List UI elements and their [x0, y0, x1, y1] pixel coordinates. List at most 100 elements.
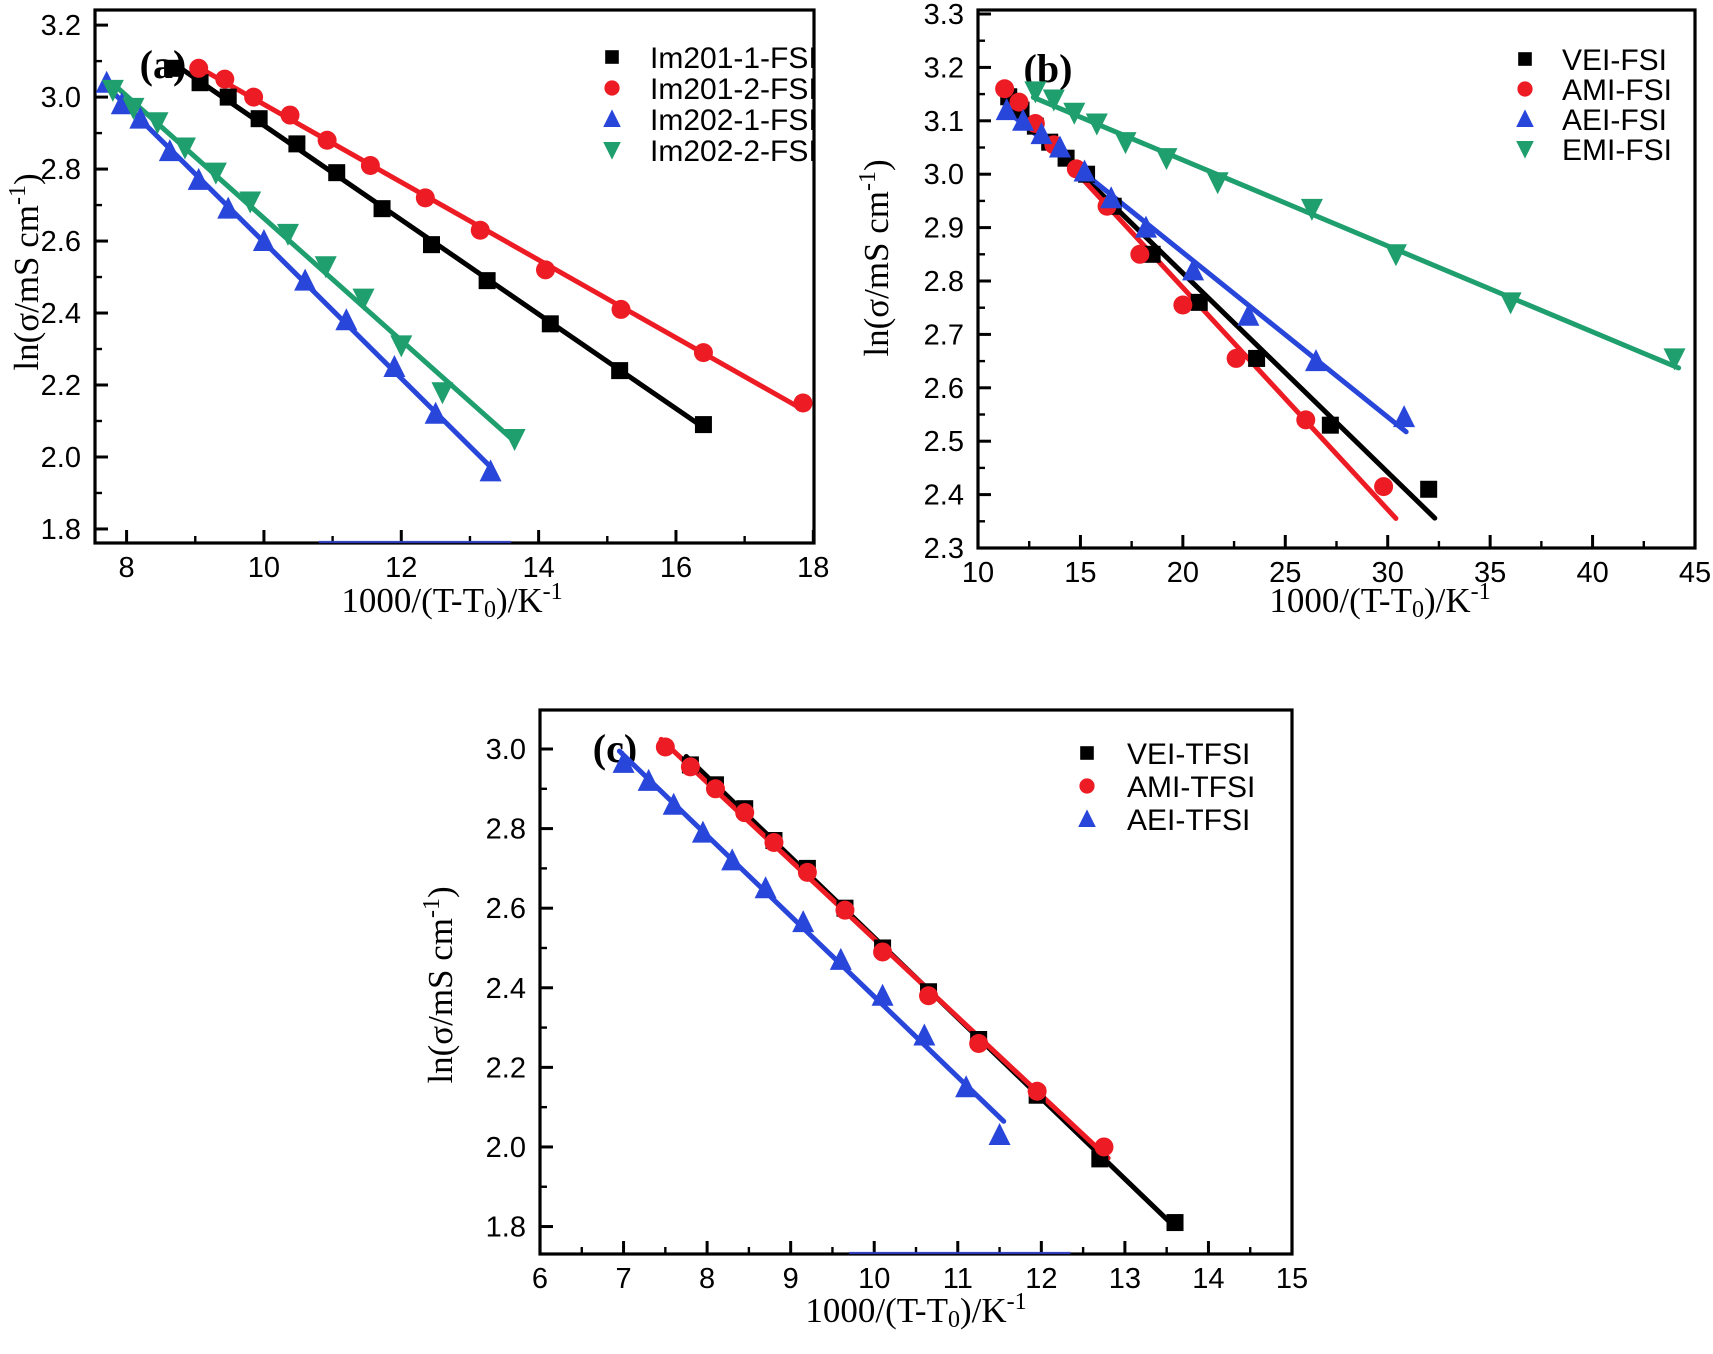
x-tick-label: 14	[1192, 1263, 1224, 1295]
data-point-AMI-TFSI	[797, 862, 817, 882]
data-point-AEI-TFSI	[612, 750, 635, 773]
fit-line-Im202-2-FSI	[110, 81, 518, 444]
data-point-VEI-FSI	[1248, 349, 1266, 367]
panel-b: 10 15 20 25 30 35 40 45 2.3 2.4 2.5 2.6 2.7 2.8 2.9 3.0…	[855, 0, 1711, 623]
data-point-AEI-FSI	[1048, 135, 1071, 158]
legend-label-Im201-1-FSI: Im201-1-FSI	[650, 42, 817, 75]
x-tick-label: 45	[1679, 557, 1711, 589]
x-tick-label: 14	[522, 552, 554, 584]
y-tick-label: 3.2	[924, 52, 964, 84]
data-point-EMI-FSI	[1042, 89, 1065, 112]
data-point-AEI-FSI	[995, 98, 1018, 121]
legend-marker-VEI-TFSI	[1080, 746, 1094, 760]
y-axis-title-a-part: ln(σ/mS cm	[7, 205, 46, 371]
x-tick-label: 35	[1474, 557, 1506, 589]
legend-label-EMI-FSI: EMI-FSI	[1562, 134, 1672, 167]
legend-marker-Im202-1-FSI	[603, 109, 621, 127]
data-point-Im202-2-FSI	[204, 162, 227, 185]
legend-a: Im201-1-FSIIm201-2-FSIIm202-1-FSIIm202-2…	[603, 42, 817, 168]
x-tick-label: 7	[615, 1263, 631, 1295]
legend-marker-AMI-TFSI	[1079, 778, 1095, 794]
data-point-Im201-1-FSI	[373, 200, 391, 218]
y-tick-label: 3.0	[924, 159, 964, 191]
x-axis-title-a-part: -1	[543, 579, 563, 605]
legend-marker-Im202-2-FSI	[603, 142, 621, 160]
series-AMI-TFSI	[655, 737, 1114, 1157]
data-point-AMI-FSI	[995, 79, 1015, 99]
y-tick-label: 2.2	[486, 1052, 526, 1084]
series-Im202-2-FSI	[101, 79, 526, 451]
legend-marker-AMI-FSI	[1517, 81, 1533, 97]
x-axis-title-a-part: )/K	[496, 581, 543, 620]
data-point-AMI-FSI	[1130, 244, 1150, 264]
y-tick-label: 2.6	[924, 373, 964, 405]
x-tick-label: 15	[1064, 557, 1096, 589]
data-point-Im202-2-FSI	[276, 223, 299, 246]
legend-label-AMI-TFSI: AMI-TFSI	[1127, 771, 1255, 804]
series-AEI-FSI	[995, 98, 1416, 428]
data-point-Im202-1-FSI	[479, 459, 502, 482]
y-axis-title-a: ln(σ/mS cm-1)	[5, 173, 46, 370]
data-point-AMI-TFSI	[1027, 1081, 1047, 1101]
x-tick-label: 20	[1167, 557, 1199, 589]
data-point-Im201-1-FSI	[250, 110, 268, 128]
x-tick-label: 40	[1576, 557, 1608, 589]
x-axis-title-a-part: 1000/(T-T	[341, 581, 484, 620]
data-point-AEI-TFSI	[754, 876, 777, 899]
data-point-AEI-FSI	[1182, 258, 1205, 281]
x-tick-label: 9	[783, 1263, 799, 1295]
data-point-AEI-FSI	[1100, 186, 1123, 209]
data-point-Im201-1-FSI	[694, 416, 712, 434]
data-point-VEI-FSI	[1321, 416, 1339, 434]
data-point-Im202-2-FSI	[101, 79, 124, 102]
legend-label-VEI-TFSI: VEI-TFSI	[1127, 738, 1250, 771]
data-point-Im201-1-FSI	[164, 59, 182, 77]
y-tick-label: 2.6	[486, 893, 526, 925]
x-axis-title-b-part: -1	[1471, 579, 1491, 605]
data-point-VEI-FSI	[1190, 293, 1208, 311]
data-point-AMI-TFSI	[680, 757, 700, 777]
y-axis-title-b-part: )	[857, 159, 896, 171]
x-tick-label: 8	[119, 552, 135, 584]
legend-marker-Im201-1-FSI	[605, 50, 619, 64]
y-tick-label: 2.3	[924, 533, 964, 565]
x-axis-title-c-part: -1	[1007, 1289, 1027, 1315]
x-tick-label: 12	[385, 552, 417, 584]
data-point-Im202-2-FSI	[146, 112, 169, 135]
data-point-AMI-FSI	[1173, 295, 1193, 315]
x-tick-label: 15	[1276, 1263, 1308, 1295]
data-point-AMI-TFSI	[835, 900, 855, 920]
data-point-AEI-TFSI	[792, 910, 815, 933]
data-point-Im202-1-FSI	[383, 355, 406, 378]
data-point-AEI-FSI	[1305, 349, 1328, 372]
series-Im201-1-FSI	[164, 59, 712, 434]
data-point-Im202-1-FSI	[129, 106, 152, 129]
data-point-Im201-1-FSI	[541, 315, 559, 333]
data-point-Im202-2-FSI	[390, 335, 413, 358]
data-point-AMI-TFSI	[1094, 1137, 1114, 1157]
x-tick-label: 25	[1269, 557, 1301, 589]
series-EMI-FSI	[1024, 81, 1686, 371]
data-point-EMI-FSI	[1663, 348, 1686, 371]
y-tick-label: 3.1	[924, 106, 964, 138]
y-tick-label: 2.9	[924, 213, 964, 245]
data-point-Im201-2-FSI	[244, 87, 264, 107]
y-tick-label: 3.3	[924, 0, 964, 31]
data-point-Im201-2-FSI	[535, 260, 555, 280]
y-tick-label: 2.8	[486, 814, 526, 846]
data-point-Im201-2-FSI	[215, 69, 235, 89]
series-AEI-TFSI	[612, 750, 1011, 1146]
data-point-AMI-FSI	[1374, 477, 1394, 497]
y-tick-label: 2.6	[41, 226, 81, 258]
data-point-Im201-2-FSI	[415, 188, 435, 208]
data-point-VEI-TFSI	[1166, 1214, 1184, 1232]
y-axis-title-c-part: -1	[419, 898, 445, 918]
data-point-Im201-2-FSI	[470, 220, 490, 240]
x-tick-label: 11	[943, 1263, 973, 1295]
y-tick-label: 1.8	[486, 1212, 526, 1244]
data-point-AEI-TFSI	[691, 820, 714, 843]
y-tick-label: 3.0	[41, 82, 81, 114]
data-point-Im202-2-FSI	[122, 97, 145, 120]
